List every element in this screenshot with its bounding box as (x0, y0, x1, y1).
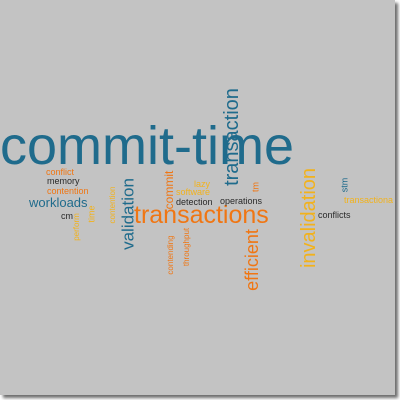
word-time: time (86, 205, 97, 223)
word-memory: memory (47, 176, 80, 186)
word-lazy: lazy (194, 179, 211, 189)
word-validation: validation (118, 178, 138, 250)
word-commit: commit (162, 170, 176, 210)
word-transactions: transactions (134, 201, 269, 229)
word-contending: contending (166, 235, 175, 275)
word-contention-vertical: contention (108, 186, 117, 224)
word-software: software (176, 187, 211, 197)
word-conflict: conflict (46, 167, 75, 177)
word-commit-time: commit-time (0, 116, 294, 176)
word-operations: operations (220, 196, 263, 206)
word-stm: stm (339, 177, 350, 193)
word-throughput: throughput (182, 227, 191, 267)
word-tm: tm (250, 182, 261, 192)
word-workloads: workloads (29, 195, 88, 210)
word-cm: cm (61, 211, 73, 221)
word-efficient: efficient (242, 229, 262, 291)
word-transaction: transaction (221, 88, 243, 186)
word-conflicts: conflicts (318, 210, 351, 220)
word-contention: contention (47, 186, 89, 196)
word-perform: perform (72, 213, 81, 241)
word-invalidation: invalidation (298, 167, 320, 269)
word-cloud: commit-time transactions transaction inv… (0, 0, 395, 395)
word-transactiona: transactiona (344, 195, 394, 205)
word-detection: detection (176, 197, 213, 207)
